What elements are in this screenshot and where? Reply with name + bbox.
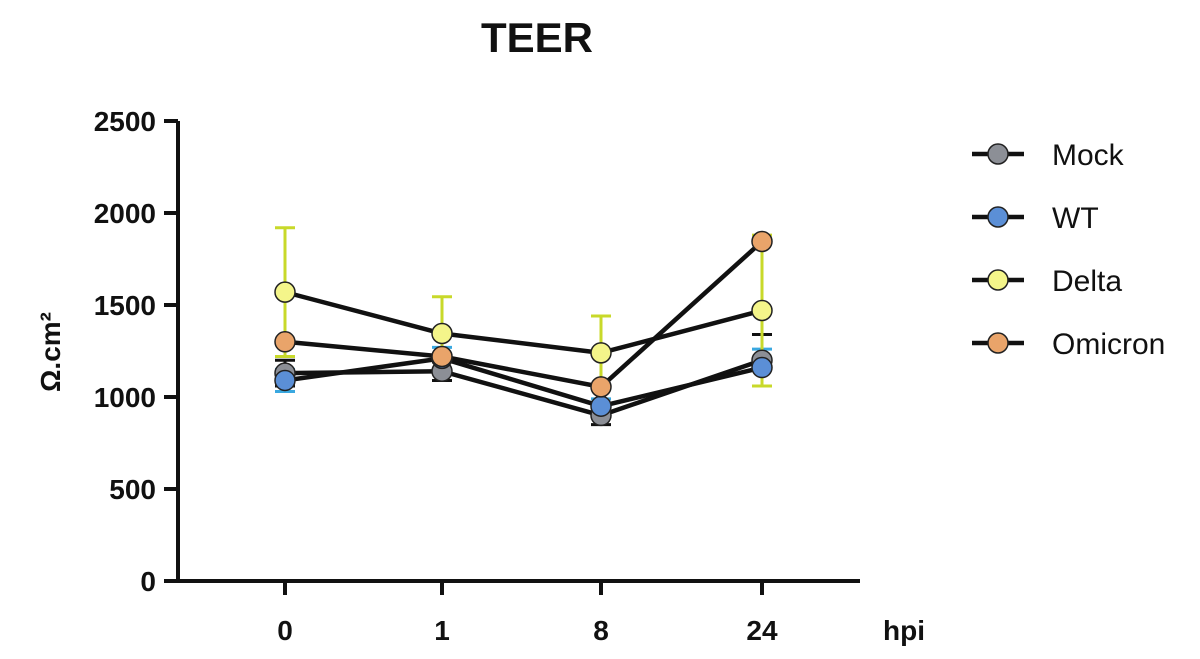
series-line-wt bbox=[284, 356, 763, 409]
data-point-delta bbox=[431, 322, 453, 345]
data-point-omicron bbox=[274, 331, 296, 353]
legend-marker-omicron bbox=[987, 332, 1009, 354]
x-tick-label: 1 bbox=[434, 615, 450, 646]
x-tick-label: 24 bbox=[746, 615, 778, 646]
legend-label-wt: WT bbox=[1052, 202, 1099, 235]
y-tick-label: 2500 bbox=[94, 106, 156, 137]
data-point-wt bbox=[274, 369, 296, 392]
legend-marker-wt bbox=[987, 206, 1009, 228]
series-line-omicron bbox=[284, 239, 764, 390]
y-tick-label: 1500 bbox=[94, 290, 156, 321]
data-point-delta bbox=[590, 342, 612, 364]
data-point-delta bbox=[751, 299, 773, 322]
y-axis-label: Ω.cm² bbox=[35, 312, 66, 392]
legend: Mock WT Delta Omicron bbox=[972, 139, 1165, 361]
data-point-delta bbox=[274, 281, 296, 303]
legend-label-omicron: Omicron bbox=[1052, 328, 1165, 361]
y-tick-label: 500 bbox=[109, 474, 156, 505]
y-tick-label: 1000 bbox=[94, 382, 156, 413]
data-point-omicron bbox=[431, 345, 453, 368]
series-lines bbox=[284, 239, 764, 418]
series-line-delta bbox=[284, 289, 763, 356]
axes: 0 500 1000 1500 2000 2500 0 1 8 24 bbox=[94, 106, 860, 646]
data-point-omicron bbox=[751, 230, 773, 253]
data-point-omicron bbox=[590, 376, 612, 398]
legend-label-mock: Mock bbox=[1052, 139, 1125, 172]
y-tick-label: 2000 bbox=[94, 198, 156, 229]
chart-title: TEER bbox=[481, 14, 593, 61]
x-axis-label: hpi bbox=[883, 615, 925, 646]
data-point-wt bbox=[590, 395, 612, 417]
y-tick-label: 0 bbox=[140, 566, 156, 597]
data-point-wt bbox=[751, 356, 773, 379]
x-tick-label: 0 bbox=[277, 615, 293, 646]
legend-marker-delta bbox=[987, 269, 1009, 291]
legend-marker-mock bbox=[987, 143, 1009, 165]
series-markers bbox=[274, 230, 773, 427]
x-tick-label: 8 bbox=[593, 615, 609, 646]
legend-label-delta: Delta bbox=[1052, 265, 1122, 298]
